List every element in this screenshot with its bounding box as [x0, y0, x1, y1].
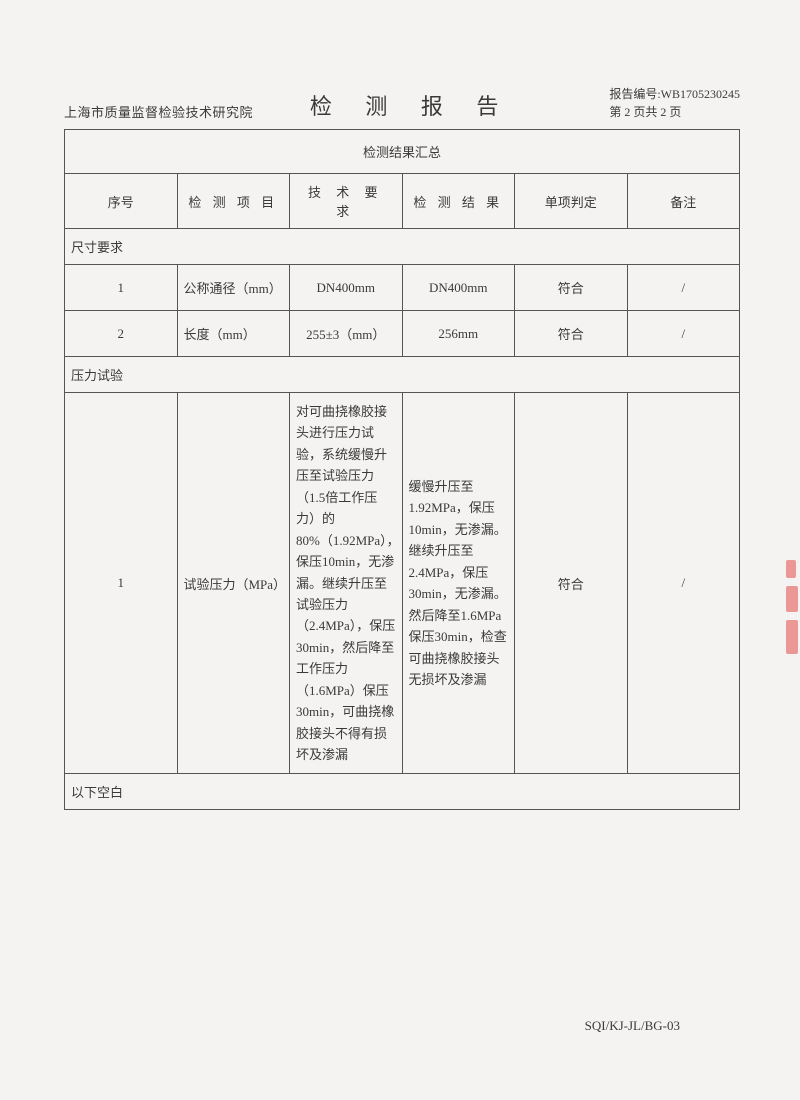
report-no: WB1705230245	[661, 87, 740, 101]
summary-title: 检测结果汇总	[65, 130, 740, 174]
section-pressure: 压力试验	[65, 357, 740, 393]
table-row: 1 试验压力（MPa） 对可曲挠橡胶接头进行压力试验，系统缓慢升压至试验压力（1…	[65, 393, 740, 774]
cell-res: 256mm	[402, 311, 515, 357]
cell-res: 缓慢升压至1.92MPa，保压10min，无渗漏。继续升压至2.4MPa，保压3…	[402, 393, 515, 774]
footer-code: SQI/KJ-JL/BG-03	[585, 1018, 680, 1034]
cell-seq: 1	[65, 265, 178, 311]
col-res: 检 测 结 果	[402, 174, 515, 229]
col-item: 检 测 项 目	[177, 174, 290, 229]
blank-text: 以下空白	[65, 774, 740, 810]
stamp-edge-icon	[786, 560, 800, 700]
organization-name: 上海市质量监督检验技术研究院	[64, 102, 253, 121]
col-seq: 序号	[65, 174, 178, 229]
cell-item: 试验压力（MPa）	[177, 393, 290, 774]
col-req: 技 术 要 求	[290, 174, 403, 229]
cell-res: DN400mm	[402, 265, 515, 311]
report-title: 检 测 报 告	[310, 89, 513, 121]
report-meta: 报告编号:WB1705230245 第 2 页共 2 页	[609, 85, 740, 121]
cell-item: 公称通径（mm）	[177, 265, 290, 311]
report-no-label: 报告编号:	[609, 87, 660, 101]
cell-note: /	[627, 311, 740, 357]
cell-note: /	[627, 265, 740, 311]
cell-seq: 1	[65, 393, 178, 774]
table-header-row: 序号 检 测 项 目 技 术 要 求 检 测 结 果 单项判定 备注	[65, 174, 740, 229]
table-row: 1 公称通径（mm） DN400mm DN400mm 符合 /	[65, 265, 740, 311]
cell-req: 255±3（mm）	[290, 311, 403, 357]
cell-seq: 2	[65, 311, 178, 357]
cell-judge: 符合	[515, 311, 628, 357]
col-note: 备注	[627, 174, 740, 229]
cell-req: 对可曲挠橡胶接头进行压力试验，系统缓慢升压至试验压力（1.5倍工作压力）的80%…	[290, 393, 403, 774]
section-dimension-title: 尺寸要求	[65, 229, 740, 265]
section-pressure-title: 压力试验	[65, 357, 740, 393]
cell-judge: 符合	[515, 393, 628, 774]
cell-judge: 符合	[515, 265, 628, 311]
cell-note: /	[627, 393, 740, 774]
col-judge: 单项判定	[515, 174, 628, 229]
results-table: 检测结果汇总 序号 检 测 项 目 技 术 要 求 检 测 结 果 单项判定 备…	[64, 129, 740, 810]
section-dimension: 尺寸要求	[65, 229, 740, 265]
page-info: 第 2 页共 2 页	[609, 103, 740, 121]
table-row: 2 长度（mm） 255±3（mm） 256mm 符合 /	[65, 311, 740, 357]
blank-row: 以下空白	[65, 774, 740, 810]
report-header: 上海市质量监督检验技术研究院 检 测 报 告 报告编号:WB1705230245…	[64, 85, 740, 121]
cell-req: DN400mm	[290, 265, 403, 311]
cell-item: 长度（mm）	[177, 311, 290, 357]
